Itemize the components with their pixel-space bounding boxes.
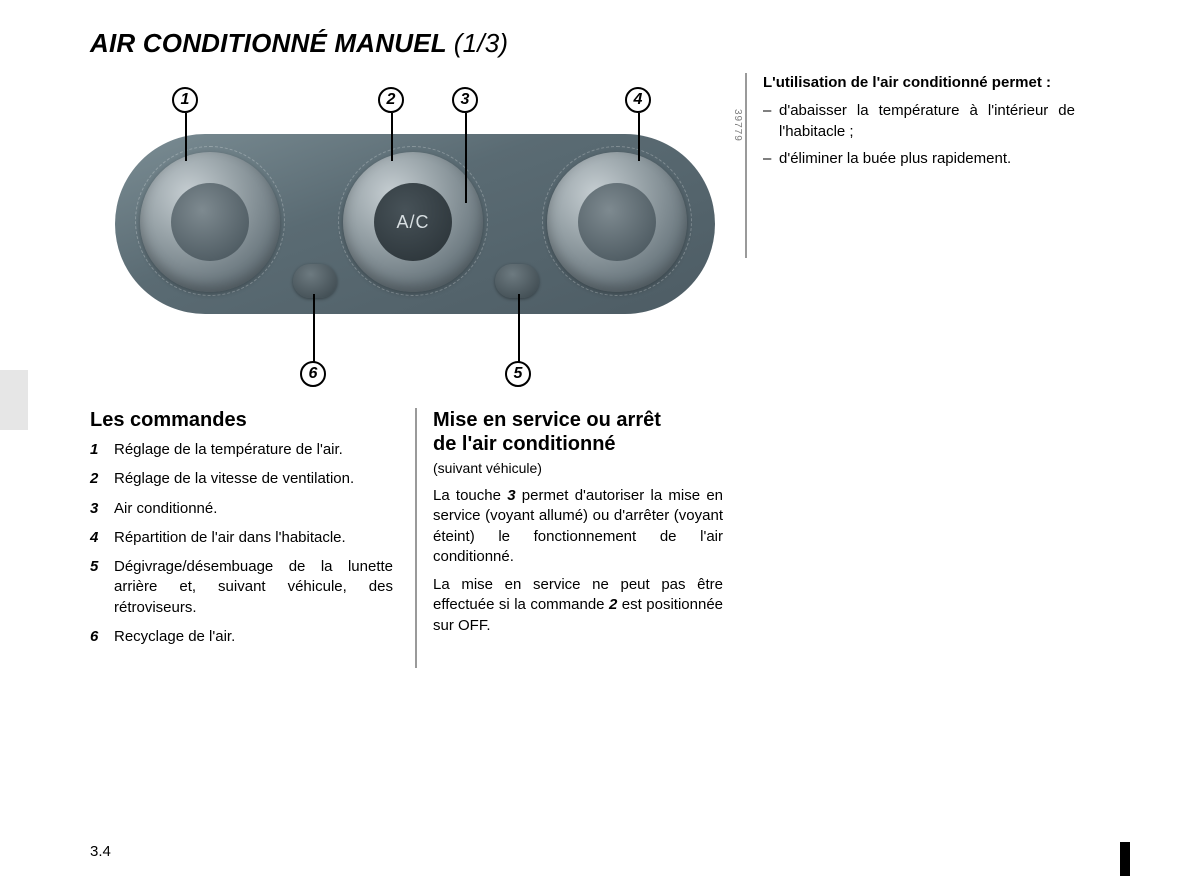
ref-number: 3 [507,487,515,504]
heading-line: de l'air conditionné [433,433,616,455]
list-item: 6 Recyclage de l'air. [90,627,393,647]
column-separator [415,408,417,668]
leader-line [391,113,393,161]
ac-button-label: A/C [343,152,483,292]
text-columns: Les commandes 1 Réglage de la température… [90,408,1130,656]
controls-heading: Les commandes [90,408,393,432]
recirculation-button [293,264,337,298]
title-suffix: (1/3) [454,28,508,58]
page-number: 3.4 [90,843,111,860]
rear-defrost-button [495,264,539,298]
item-text: Air conditionné. [114,499,217,519]
lead-paragraph: L'utilisation de l'air conditionné perme… [763,73,1075,93]
item-number: 4 [90,528,104,548]
item-text: Dégivrage/désembuage de la lunette arriè… [114,557,393,618]
control-panel: A/C [115,134,715,314]
list-item: 4 Répartition de l'air dans l'habitacle. [90,528,393,548]
callout-3: 3 [452,87,478,113]
item-text: Réglage de la vitesse de ventilation. [114,469,354,489]
title-main: AIR CONDITIONNÉ MANUEL [90,28,454,58]
column-1: Les commandes 1 Réglage de la température… [90,408,415,656]
item-text: Réglage de la température de l'air. [114,440,343,460]
item-number: 2 [90,469,104,489]
text-run: La touche [433,487,507,504]
item-text: Recyclage de l'air. [114,627,235,647]
list-item: 5Dégivrage/désembuage de la lunette arri… [90,557,393,618]
operation-heading: Mise en service ou arrêt de l'air condit… [433,408,723,456]
item-number: 1 [90,440,104,460]
leader-line [313,294,315,362]
corner-mark [1120,842,1130,876]
item-number: 5 [90,557,104,618]
list-item: 2 Réglage de la vitesse de ventilation. [90,469,393,489]
leader-line [518,294,520,362]
column-separator [745,73,747,258]
list-item: 1 Réglage de la température de l'air. [90,440,393,460]
benefits-list: d'abaisser la température à l'intérieur … [763,101,1075,169]
fan-speed-dial: A/C [343,152,483,292]
paragraph: La touche 3 permet d'autoriser la mise e… [433,486,723,567]
dial-ticks [135,146,285,296]
list-item: d'éliminer la buée plus rapidement. [763,149,1075,169]
callout-4: 4 [625,87,651,113]
photo-reference: 39779 [732,109,743,142]
heading-line: Mise en service ou arrêt [433,409,661,431]
item-text: Répartition de l'air dans l'habitacle. [114,528,346,548]
item-number: 6 [90,627,104,647]
callout-5: 5 [505,361,531,387]
leader-line [185,113,187,161]
controls-list: 1 Réglage de la température de l'air. 2 Ré… [90,440,393,647]
callout-6: 6 [300,361,326,387]
side-tab [0,370,28,430]
callout-1: 1 [172,87,198,113]
column-2: Mise en service ou arrêt de l'air condit… [415,408,745,656]
list-item: 3 Air conditionné. [90,499,393,519]
callout-2: 2 [378,87,404,113]
subnote: (suivant véhicule) [433,460,723,476]
dial-ticks [542,146,692,296]
page-title: AIR CONDITIONNÉ MANUEL (1/3) [90,28,1130,59]
leader-line [465,113,467,203]
item-number: 3 [90,499,104,519]
ac-panel-figure: 39779 A/C 1 2 3 4 6 5 [90,79,745,394]
column-3: L'utilisation de l'air conditionné perme… [745,73,1075,656]
leader-line [638,113,640,161]
paragraph: La mise en service ne peut pas être effe… [433,575,723,636]
list-item: d'abaisser la température à l'intérieur … [763,101,1075,142]
